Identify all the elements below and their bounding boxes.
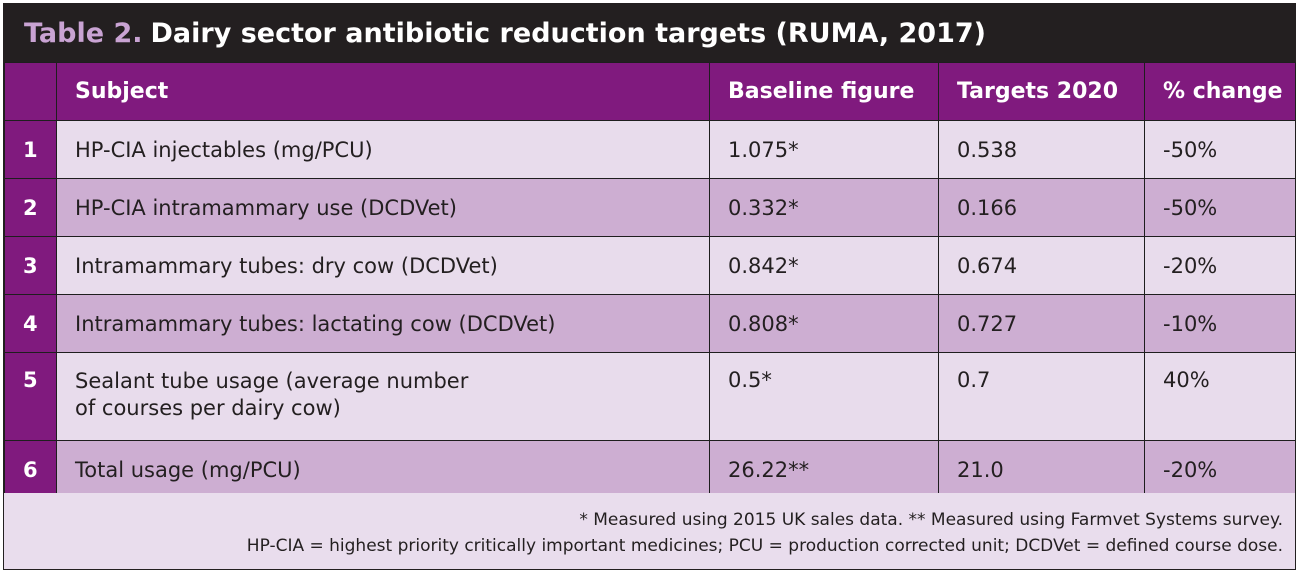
baseline-cell: 0.842* (709, 236, 939, 295)
column-header-targets: Targets 2020 (938, 62, 1145, 121)
footnote-line: HP-CIA = highest priority critically imp… (246, 536, 1283, 556)
table-title-text: Dairy sector antibiotic reduction target… (150, 17, 987, 49)
row-index: 3 (4, 236, 57, 295)
table-title: Table 2. Dairy sector antibiotic reducti… (4, 4, 1295, 62)
column-header-change: % change (1144, 62, 1296, 121)
subject-cell: HP-CIA injectables (mg/PCU) (56, 120, 710, 179)
subject-line: Sealant tube usage (average number (75, 369, 469, 393)
subject-cell: Intramammary tubes: dry cow (DCDVet) (56, 236, 710, 295)
table-row: 5 Sealant tube usage (average number of c… (4, 352, 1296, 441)
target-cell: 21.0 (938, 440, 1145, 499)
target-cell: 0.674 (938, 236, 1145, 295)
subject-cell: Sealant tube usage (average number of cou… (56, 352, 710, 441)
change-cell: 40% (1144, 352, 1296, 441)
target-cell: 0.166 (938, 178, 1145, 237)
row-index: 5 (4, 352, 57, 441)
change-cell: -50% (1144, 178, 1296, 237)
baseline-cell: 1.075* (709, 120, 939, 179)
table-row: 3 Intramammary tubes: dry cow (DCDVet) 0… (4, 236, 1296, 295)
baseline-cell: 0.5* (709, 352, 939, 441)
baseline-cell: 26.22** (709, 440, 939, 499)
change-cell: -50% (1144, 120, 1296, 179)
table-row: 1 HP-CIA injectables (mg/PCU) 1.075* 0.5… (4, 120, 1296, 179)
table-footnotes: * Measured using 2015 UK sales data. ** … (4, 493, 1295, 569)
table-number: Table 2. (24, 17, 143, 49)
change-cell: -20% (1144, 236, 1296, 295)
row-index: 2 (4, 178, 57, 237)
table-row: 4 Intramammary tubes: lactating cow (DCD… (4, 294, 1296, 353)
subject-line: of courses per dairy cow) (75, 396, 341, 420)
target-cell: 0.7 (938, 352, 1145, 441)
row-index: 1 (4, 120, 57, 179)
column-header-baseline: Baseline figure (709, 62, 939, 121)
target-cell: 0.538 (938, 120, 1145, 179)
subject-cell: HP-CIA intramammary use (DCDVet) (56, 178, 710, 237)
change-cell: -20% (1144, 440, 1296, 499)
column-header-subject: Subject (56, 62, 710, 121)
baseline-cell: 0.808* (709, 294, 939, 353)
target-cell: 0.727 (938, 294, 1145, 353)
row-index: 4 (4, 294, 57, 353)
baseline-cell: 0.332* (709, 178, 939, 237)
data-table: Subject Baseline figure Targets 2020 % c… (4, 62, 1296, 499)
table-row: 6 Total usage (mg/PCU) 26.22** 21.0 -20% (4, 440, 1296, 499)
subject-cell: Intramammary tubes: lactating cow (DCDVe… (56, 294, 710, 353)
header-row: Subject Baseline figure Targets 2020 % c… (4, 62, 1296, 121)
table-figure: Table 2. Dairy sector antibiotic reducti… (3, 3, 1296, 570)
subject-cell: Total usage (mg/PCU) (56, 440, 710, 499)
row-index: 6 (4, 440, 57, 499)
column-header-index (4, 62, 57, 121)
table-row: 2 HP-CIA intramammary use (DCDVet) 0.332… (4, 178, 1296, 237)
footnote-line: * Measured using 2015 UK sales data. ** … (579, 510, 1283, 530)
change-cell: -10% (1144, 294, 1296, 353)
